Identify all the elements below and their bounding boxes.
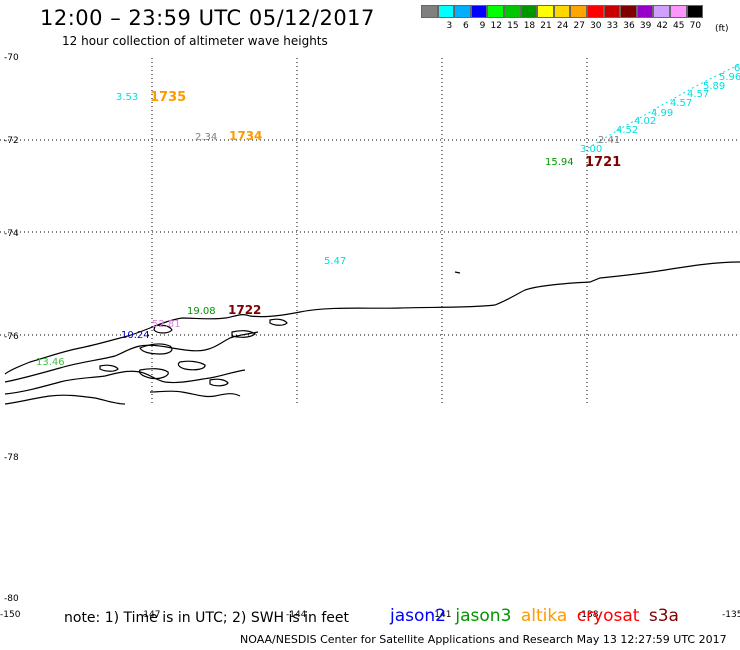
satellite-legend: jason2 jason3 altika cryosat s3a	[390, 606, 683, 626]
scale-label: 9	[479, 21, 486, 31]
scale-label: 42	[656, 21, 668, 31]
scale-label: 12	[490, 21, 502, 31]
scale-swatch	[553, 5, 571, 18]
lat-label: -74	[4, 229, 19, 239]
obs-label: 2.34	[195, 132, 217, 143]
legend-altika: altika	[520, 606, 568, 626]
color-scale: 3 6 9 12 15 18 21 24 27 30 33 36 39 42 45 70 (ft)	[421, 5, 729, 34]
note-text: note: 1) Time is in UTC; 2) SWH is in fe…	[64, 610, 350, 626]
scale-label: 27	[573, 21, 585, 31]
scale-label: 21	[540, 21, 552, 31]
scale-swatch	[503, 5, 521, 18]
scale-swatch	[470, 5, 488, 18]
lon-label: -141	[431, 610, 451, 620]
obs-label: 3.00	[580, 144, 602, 155]
obs-label: 2.41	[598, 135, 620, 146]
color-scale-bar	[421, 5, 704, 18]
scale-swatch	[520, 5, 538, 18]
map-title: 12:00 – 23:59 UTC 05/12/2017	[40, 6, 375, 30]
lon-label: -144	[286, 610, 307, 620]
scale-swatch	[636, 5, 654, 18]
obs-label: 5.89	[703, 81, 725, 92]
scale-label: 18	[523, 21, 536, 31]
lon-label: -147	[140, 610, 160, 620]
scale-label: 70	[689, 21, 702, 31]
lat-label: -80	[4, 594, 19, 604]
scale-label: 30	[590, 21, 602, 31]
pass-time-label: 1722	[228, 303, 261, 317]
scale-label: 33	[606, 21, 619, 31]
lat-label: -78	[4, 453, 19, 463]
lon-label: -135	[722, 610, 740, 620]
obs-label: 4.52	[616, 125, 638, 136]
scale-swatch	[487, 5, 504, 18]
axis-labels: -70 -72 -74 -76 -78 -80 -150 -147 -144 -…	[0, 53, 740, 620]
scale-swatch	[437, 5, 455, 18]
obs-label: 5.47	[324, 256, 346, 267]
pass-time-label: 1735	[150, 90, 186, 105]
lat-label: -70	[4, 53, 19, 63]
obs-label: 10.24	[121, 330, 150, 341]
scale-swatch	[653, 5, 670, 18]
scale-swatch	[603, 5, 621, 18]
scale-swatch	[570, 5, 587, 18]
scale-swatch	[620, 5, 637, 18]
observation-labels: 3.53 1735 2.34 1734 5.47 19.08 1722 52.8…	[36, 63, 740, 368]
legend-jason3: jason3	[455, 606, 512, 626]
lat-label: -72	[4, 136, 19, 146]
obs-label: 19.08	[187, 306, 216, 317]
footer-credit: NOAA/NESDIS Center for Satellite Applica…	[240, 633, 727, 646]
scale-unit: (ft)	[715, 24, 729, 34]
obs-label: 6	[734, 63, 740, 74]
scale-swatch	[537, 5, 554, 18]
legend-cryosat: cryosat	[576, 606, 640, 626]
lon-label: -150	[0, 610, 21, 620]
lat-label: -76	[4, 332, 19, 342]
coastline	[4, 261, 740, 405]
scale-label: 3	[446, 21, 453, 31]
pass-time-label: 1734	[229, 129, 262, 143]
map-subtitle: 12 hour collection of altimeter wave hei…	[62, 34, 328, 48]
scale-label: 24	[556, 21, 569, 31]
legend-jason2: jason2	[390, 606, 446, 626]
scale-swatch	[669, 5, 687, 18]
scale-swatch	[586, 5, 604, 18]
scale-swatch	[421, 5, 438, 18]
obs-label: 4.02	[634, 116, 656, 127]
scale-label: 36	[623, 21, 635, 31]
obs-label: 4.99	[651, 108, 673, 119]
scale-label: 15	[507, 21, 519, 31]
obs-label: 5.96	[719, 72, 740, 83]
obs-label: 52.81	[152, 319, 181, 330]
scale-label: 6	[463, 21, 469, 31]
scale-label: 45	[673, 21, 685, 31]
pass-time-label: 1721	[585, 155, 621, 170]
obs-label: 3.53	[116, 92, 138, 103]
scale-swatch	[454, 5, 471, 18]
obs-label: 4.57	[670, 98, 692, 109]
obs-label: 4.57	[687, 89, 709, 100]
color-scale-labels: 3 6 9 12 15 18 21 24 27 30 33 36 39 42 45 70	[421, 21, 703, 31]
obs-label: 13.46	[36, 357, 65, 368]
satellite-track	[587, 63, 740, 149]
obs-label: 15.94	[545, 157, 574, 168]
scale-swatch	[686, 5, 704, 18]
scale-label: 39	[639, 21, 652, 31]
legend-s3a: s3a	[648, 606, 679, 626]
lon-label: -138	[578, 610, 599, 620]
lat-lon-grid	[0, 58, 740, 405]
